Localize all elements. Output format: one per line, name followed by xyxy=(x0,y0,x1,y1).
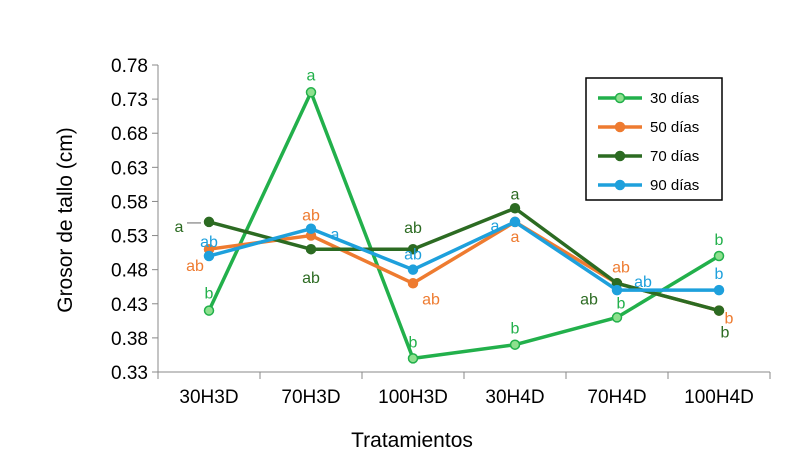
x-tick-label: 100H3D xyxy=(378,387,448,408)
y-tick-label: 0.43 xyxy=(111,295,148,316)
y-axis-title: Grosor de tallo (cm) xyxy=(54,127,77,313)
significance-label: b xyxy=(205,286,214,303)
data-point xyxy=(305,223,317,234)
legend-label: 90 días xyxy=(650,177,699,194)
data-point xyxy=(509,203,521,214)
significance-label: ab xyxy=(200,234,218,251)
data-point xyxy=(407,278,419,289)
significance-label: b xyxy=(617,295,626,312)
significance-label: b xyxy=(715,266,724,283)
significance-label: ab xyxy=(302,208,320,225)
series-line xyxy=(208,206,720,313)
data-point xyxy=(509,216,521,228)
data-point xyxy=(407,353,419,364)
significance-label: ab xyxy=(580,291,598,308)
data-point xyxy=(203,216,215,228)
significance-label: a xyxy=(511,229,520,246)
significance-label: ab xyxy=(634,274,652,291)
data-point xyxy=(407,264,419,275)
significance-label: ab xyxy=(404,220,422,237)
significance-label: b xyxy=(511,321,520,338)
data-point xyxy=(611,284,623,296)
significance-label: b xyxy=(715,232,724,249)
data-point xyxy=(305,243,317,255)
x-axis-title: Tratamientos xyxy=(351,429,473,452)
significance-label: a xyxy=(331,227,340,244)
x-tick-label: 70H3D xyxy=(281,387,340,408)
data-point xyxy=(713,284,725,296)
y-tick-label: 0.68 xyxy=(111,124,148,145)
x-tick-label: 30H4D xyxy=(485,387,544,408)
legend-label: 70 días xyxy=(650,148,699,165)
series-layer xyxy=(203,87,725,364)
data-point xyxy=(713,305,725,316)
chart-legend: 30 días 50 días 70 días 90 días xyxy=(585,77,723,201)
y-tick-label: 0.53 xyxy=(111,227,148,248)
series-line xyxy=(207,90,720,361)
legend-swatch-marker xyxy=(614,121,626,133)
significance-label: ab xyxy=(186,258,204,275)
significance-label: ab xyxy=(422,291,440,308)
legend-swatch-marker xyxy=(614,150,626,162)
data-point xyxy=(713,250,725,262)
y-tick-label: 0.33 xyxy=(111,363,148,384)
data-point xyxy=(407,243,419,255)
significance-label: b xyxy=(409,334,418,351)
significance-label: b xyxy=(725,311,734,328)
chart-axes: 0.33 0.38 0.43 0.48 0.53 0.58 0.63 0.68 0.73 0.78… xyxy=(111,56,771,408)
data-point xyxy=(203,305,215,316)
legend-label: 30 días xyxy=(650,90,699,107)
data-point xyxy=(611,312,623,323)
x-tick-label: 100H4D xyxy=(684,387,754,408)
y-tick-label: 0.38 xyxy=(111,329,148,350)
data-point xyxy=(305,87,317,98)
y-tick-label: 0.58 xyxy=(111,192,148,213)
significance-label: a xyxy=(491,218,500,235)
significance-label: b xyxy=(721,325,730,342)
data-point xyxy=(203,250,215,262)
y-tick-label: 0.63 xyxy=(111,158,148,179)
legend-swatch-marker xyxy=(614,179,626,191)
legend-label: 50 días xyxy=(650,119,699,136)
data-point xyxy=(509,339,521,350)
significance-label: ab xyxy=(302,270,320,287)
y-tick-label: 0.73 xyxy=(111,90,148,111)
significance-label: a xyxy=(175,219,184,236)
series-line xyxy=(208,220,719,292)
legend-swatch-marker xyxy=(614,92,626,104)
significance-label: a xyxy=(511,186,520,203)
y-tick-label: 0.48 xyxy=(111,261,148,282)
significance-label: ab xyxy=(612,259,630,276)
x-tick-label: 30H3D xyxy=(179,387,238,408)
x-tick-label: 70H4D xyxy=(587,387,646,408)
y-tick-label: 0.78 xyxy=(111,56,148,77)
significance-label: ab xyxy=(404,247,422,264)
significance-label: a xyxy=(307,67,316,84)
